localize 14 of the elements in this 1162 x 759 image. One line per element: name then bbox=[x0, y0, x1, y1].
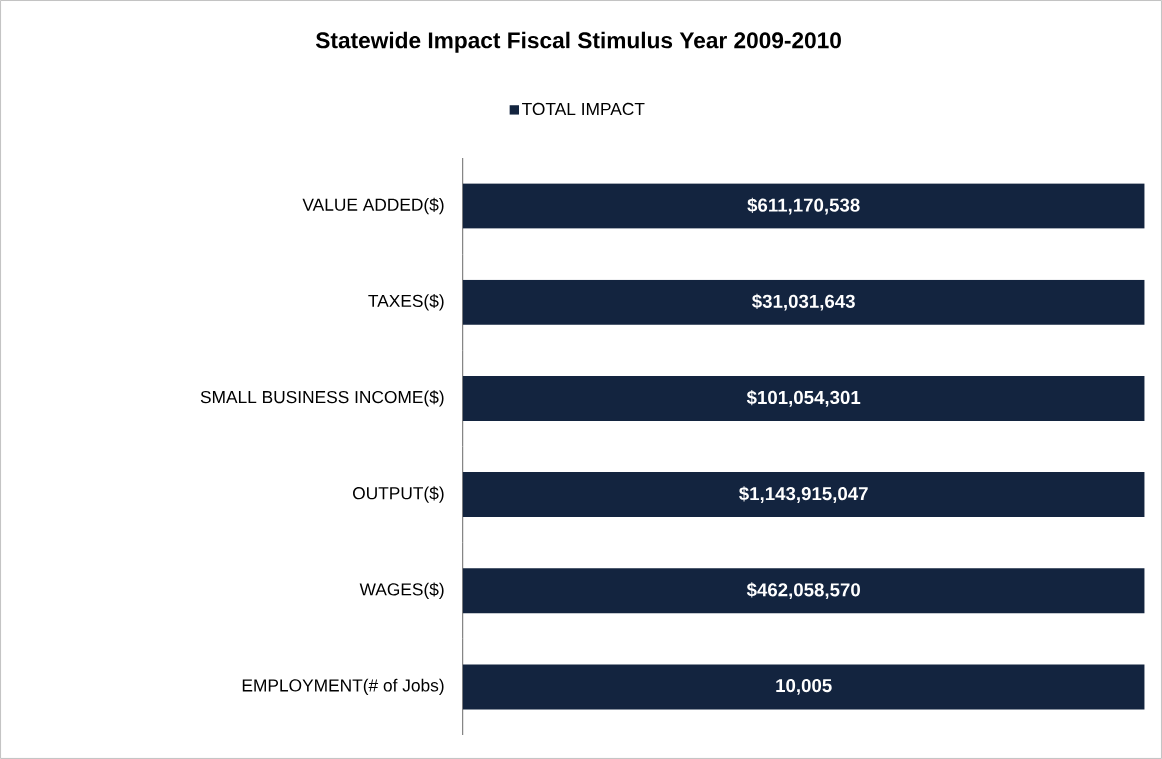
legend-label: TOTAL IMPACT bbox=[522, 102, 645, 116]
y-tick-label: VALUE ADDED($) bbox=[302, 197, 444, 215]
data-label: $611,170,538 bbox=[747, 197, 860, 215]
data-label: $31,031,643 bbox=[752, 293, 855, 311]
data-label: $101,054,301 bbox=[746, 390, 861, 407]
data-label: $462,058,570 bbox=[746, 582, 860, 600]
y-tick-label: SMALL BUSINESS INCOME($) bbox=[200, 390, 444, 407]
data-label: $1,143,915,047 bbox=[739, 486, 868, 503]
y-tick-label: OUTPUT($) bbox=[353, 486, 444, 503]
chart-title: Statewide Impact Fiscal Stimulus Year 2009-2010 bbox=[315, 31, 841, 53]
y-tick-label: WAGES($) bbox=[359, 582, 444, 599]
data-label: 10,005 bbox=[776, 678, 832, 695]
y-tick-label: EMPLOYMENT(# of Jobs) bbox=[242, 678, 444, 695]
y-tick-label: TAXES($) bbox=[368, 294, 444, 311]
